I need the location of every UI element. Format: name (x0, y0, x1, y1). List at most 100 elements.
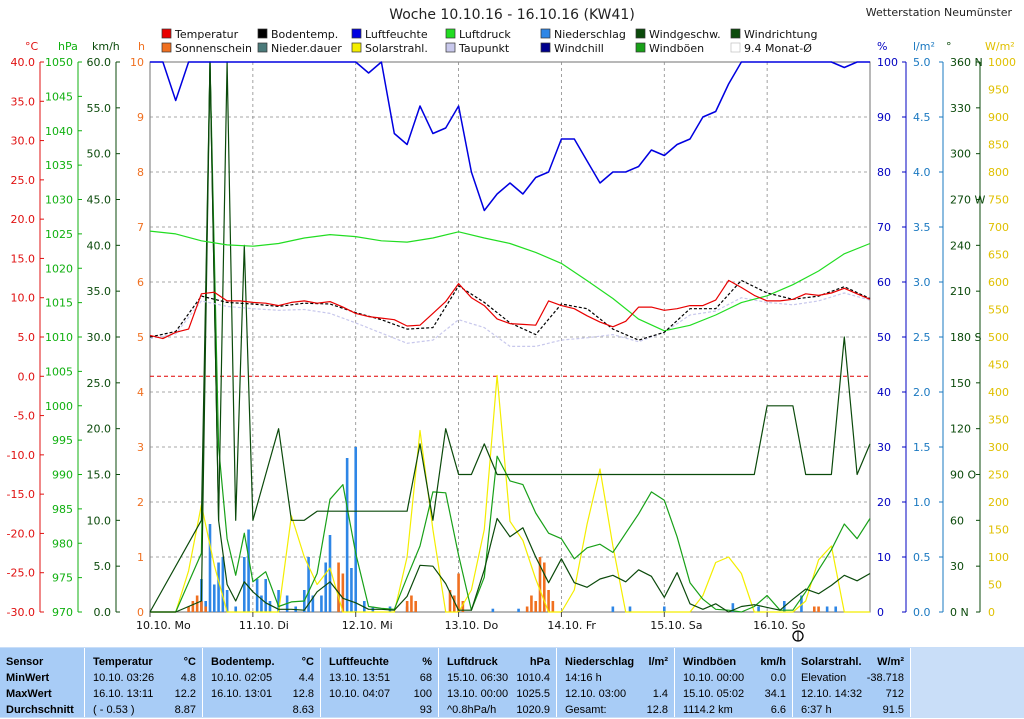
bar-niederschlag (225, 590, 229, 612)
bar-sonnenschein (448, 590, 452, 612)
axis-tick-rain: 3.0 (913, 276, 931, 289)
axis-tick-temp: -15.0 (7, 488, 35, 501)
bar-niederschlag (242, 557, 246, 612)
stats-unit: W/m² (877, 656, 904, 668)
legend-label: Temperatur (174, 28, 239, 41)
bar-niederschlag (628, 606, 632, 612)
bar-niederschlag (268, 601, 272, 612)
bar-sonnenschein (551, 601, 555, 612)
legend-swatch (351, 28, 362, 39)
stats-cell-value: 8.63 (292, 704, 314, 716)
axis-tick-solar: 350 (988, 414, 1009, 427)
stats-cell-label: 6:37 h (801, 704, 832, 716)
axis-tick-hum: 10 (877, 551, 891, 564)
axis-tick-dir: 150 (950, 377, 971, 390)
axis-tick-press: 1040 (45, 125, 73, 138)
bar-niederschlag (217, 562, 220, 612)
stats-cell-label: 16.10. 13:11 (93, 688, 154, 700)
bar-niederschlag (491, 608, 495, 612)
axis-unit-dir: ° (946, 40, 952, 53)
scroll-cursor-icon[interactable] (792, 630, 804, 642)
stats-cell-label: 13.10. 00:00 (447, 688, 509, 700)
axis-tick-sun: 2 (137, 496, 144, 509)
bar-niederschlag (221, 557, 225, 612)
axis-tick-hum: 70 (877, 221, 891, 234)
axis-tick-solar: 150 (988, 524, 1009, 537)
axis-tick-dir: 0 N (950, 606, 969, 619)
series-windb-en (150, 61, 871, 613)
axis-tick-dir: 360 N (950, 56, 983, 69)
stats-cell-label: ^0.8hPa/h (447, 704, 497, 716)
stats-cell-value: 100 (413, 688, 432, 700)
stats-unit: hPa (529, 656, 550, 668)
stats-col-druck: Luftdruck hPa 15.10. 06:30 1010.4 13.10. 00:… (439, 648, 557, 717)
axis-tick-solar: 800 (988, 166, 1009, 179)
stats-cell-label: 15.10. 06:30 (447, 672, 509, 684)
legend-swatch (257, 42, 268, 53)
stats-cell-label: 12.10. 03:00 (565, 688, 627, 700)
axis-tick-solar: 0 (988, 606, 995, 619)
stats-cell-label: 13.10. 13:51 (329, 672, 391, 684)
axis-tick-hum: 50 (877, 331, 891, 344)
legend-label: Luftfeuchte (365, 28, 428, 41)
bar-niederschlag (264, 579, 268, 612)
axis-tick-dir: 60 (950, 514, 964, 527)
axis-tick-press: 1000 (45, 400, 73, 413)
bar-niederschlag (757, 606, 760, 612)
legend-swatch (635, 42, 646, 53)
axes: °C40.035.030.025.020.015.010.05.00.0-5.0… (7, 40, 1016, 619)
stats-cell-label: ( - 0.53 ) (93, 704, 135, 716)
bar-sonnenschein (817, 606, 820, 612)
bar-sonnenschein (405, 601, 409, 612)
axis-tick-hum: 80 (877, 166, 891, 179)
bar-sonnenschein (200, 601, 203, 612)
axis-tick-solar: 100 (988, 551, 1009, 564)
bar-niederschlag (234, 606, 238, 612)
bar-niederschlag (311, 595, 315, 612)
axis-tick-press: 1005 (45, 365, 73, 378)
axis-unit-solar: W/m² (985, 40, 1015, 53)
stats-cell-value: 1.4 (652, 688, 668, 700)
axis-tick-temp: 15.0 (11, 252, 36, 265)
bar-sonnenschein (337, 562, 340, 612)
axis-tick-wind: 15.0 (87, 469, 112, 482)
stats-unit: l/m² (648, 656, 668, 668)
stats-cell-value: -38.718 (866, 672, 904, 684)
bar-sonnenschein (538, 557, 542, 612)
stats-cell-value: 4.4 (298, 672, 314, 684)
axis-tick-rain: 0.0 (913, 606, 931, 619)
bar-sonnenschein (452, 595, 456, 612)
legend-label: Nieder.dauer (271, 42, 342, 55)
axis-tick-solar: 1000 (988, 56, 1016, 69)
stats-col-boeen: Windböen km/h 10.10. 00:00 0.0 15.10. 05:02 3… (675, 648, 793, 717)
axis-tick-press: 1025 (45, 228, 73, 241)
axis-tick-rain: 3.5 (913, 221, 931, 234)
axis-tick-temp: 20.0 (11, 213, 36, 226)
stats-unit: °C (183, 656, 196, 668)
legend-swatch (445, 28, 456, 39)
axis-tick-wind: 20.0 (87, 423, 112, 436)
stats-col-boden: Bodentemp. °C 10.10. 02:05 4.4 16.10. 13:01 1… (203, 648, 321, 717)
bar-niederschlag (307, 557, 310, 612)
stats-cell-value: 1010.4 (516, 672, 550, 684)
legend: Temperatur Bodentemp. Luftfeuchte Luftdruck… (161, 28, 817, 55)
series-windrichtung (149, 61, 871, 613)
legend-label: Niederschlag (554, 28, 626, 41)
stats-cell-label: 14:16 h (565, 672, 602, 684)
axis-tick-rain: 0.5 (913, 551, 931, 564)
bar-niederschlag (662, 606, 666, 612)
axis-tick-hum: 30 (877, 441, 891, 454)
bar-niederschlag (834, 606, 838, 612)
axis-tick-press: 1035 (45, 159, 73, 172)
axis-tick-hum: 20 (877, 496, 891, 509)
axis-tick-wind: 25.0 (87, 377, 112, 390)
legend-label: Bodentemp. (271, 28, 338, 41)
stats-cell-value: 91.5 (882, 704, 904, 716)
axis-tick-temp: -5.0 (14, 410, 35, 423)
stats-cell-label: Gesamt: (565, 704, 607, 716)
stats-cell-label: 10.10. 02:05 (211, 672, 273, 684)
axis-tick-press: 995 (52, 434, 73, 447)
stats-cell-label: 16.10. 13:01 (211, 688, 273, 700)
line-series (149, 61, 871, 613)
axis-tick-solar: 450 (988, 359, 1009, 372)
